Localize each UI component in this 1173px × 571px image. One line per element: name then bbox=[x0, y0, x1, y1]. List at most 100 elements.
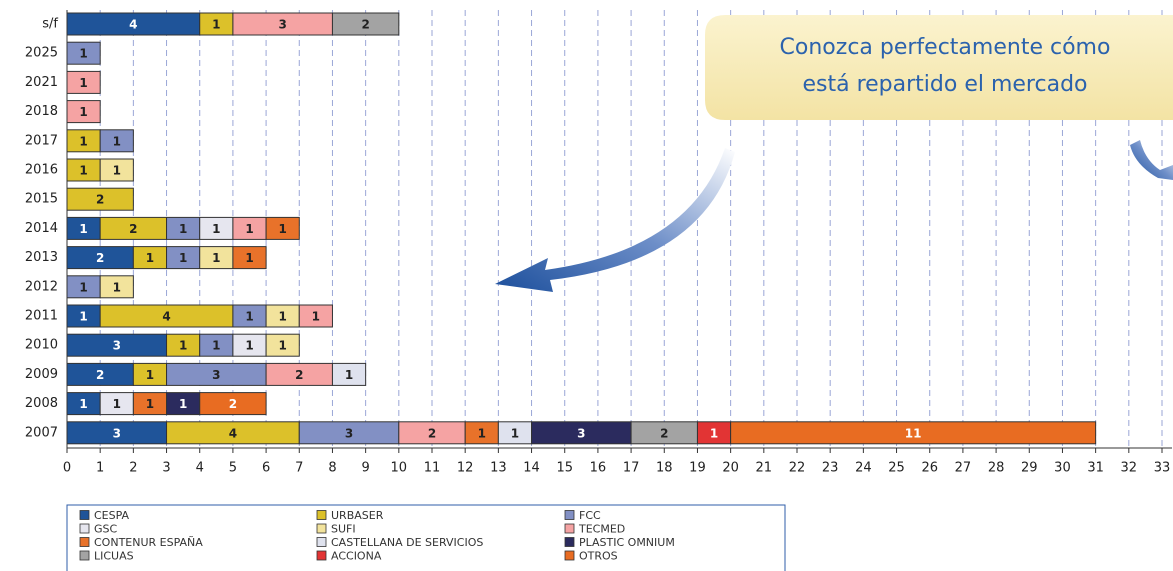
x-tick-label: 19 bbox=[689, 461, 706, 476]
x-tick-label: 7 bbox=[295, 461, 303, 476]
x-tick-label: 17 bbox=[623, 461, 640, 476]
legend-label: GSC bbox=[94, 523, 118, 536]
value-label: 4 bbox=[162, 310, 170, 324]
legend-swatch bbox=[80, 511, 89, 520]
legend-swatch bbox=[317, 551, 326, 560]
x-tick-label: 32 bbox=[1121, 461, 1138, 476]
legend-swatch bbox=[80, 524, 89, 533]
legend-swatch bbox=[80, 551, 89, 560]
x-tick-label: 5 bbox=[229, 461, 237, 476]
value-label: 1 bbox=[212, 18, 220, 32]
value-label: 1 bbox=[79, 164, 87, 178]
y-tick-label: 2021 bbox=[25, 75, 58, 90]
x-tick-label: 24 bbox=[855, 461, 872, 476]
value-label: 1 bbox=[79, 47, 87, 61]
y-tick-label: 2007 bbox=[25, 425, 58, 440]
value-label: 11 bbox=[905, 426, 922, 440]
x-tick-label: 18 bbox=[656, 461, 673, 476]
x-tick-label: 12 bbox=[457, 461, 474, 476]
chart: 0123456789101112131415161718192021222324… bbox=[0, 0, 1173, 571]
y-tick-label: 2015 bbox=[25, 192, 58, 207]
value-label: 1 bbox=[79, 222, 87, 236]
value-label: 2 bbox=[295, 368, 303, 382]
value-label: 1 bbox=[179, 339, 187, 353]
value-label: 1 bbox=[146, 397, 154, 411]
value-label: 2 bbox=[96, 251, 104, 265]
x-tick-label: 23 bbox=[822, 461, 839, 476]
annotation: Conozca perfectamente cómo bbox=[780, 35, 1111, 60]
legend-label: PLASTIC OMNIUM bbox=[579, 536, 675, 549]
value-label: 1 bbox=[312, 310, 320, 324]
x-tick-label: 8 bbox=[328, 461, 336, 476]
y-tick-label: 2016 bbox=[25, 163, 58, 178]
x-tick-label: 30 bbox=[1054, 461, 1071, 476]
value-label: 1 bbox=[212, 222, 220, 236]
y-tick-label: 2013 bbox=[25, 250, 58, 265]
value-label: 1 bbox=[79, 397, 87, 411]
x-tick-label: 25 bbox=[888, 461, 905, 476]
value-label: 2 bbox=[428, 426, 436, 440]
legend-label: TECMED bbox=[578, 523, 625, 536]
legend-label: OTROS bbox=[579, 550, 618, 563]
value-label: 2 bbox=[96, 368, 104, 382]
value-label: 1 bbox=[245, 251, 253, 265]
value-label: 3 bbox=[113, 426, 121, 440]
x-tick-label: 3 bbox=[162, 461, 170, 476]
value-label: 1 bbox=[212, 339, 220, 353]
x-tick-label: 27 bbox=[955, 461, 972, 476]
legend-label: URBASER bbox=[331, 509, 384, 522]
x-tick-label: 28 bbox=[988, 461, 1005, 476]
legend-label: FCC bbox=[579, 509, 601, 522]
legend-label: SUFI bbox=[331, 523, 356, 536]
value-label: 1 bbox=[113, 134, 121, 148]
callout-arrow-2 bbox=[1130, 140, 1173, 180]
y-tick-label: 2012 bbox=[25, 279, 58, 294]
value-label: 1 bbox=[113, 280, 121, 294]
value-label: 1 bbox=[245, 310, 253, 324]
x-tick-label: 10 bbox=[391, 461, 408, 476]
x-tick-label: 31 bbox=[1087, 461, 1104, 476]
x-tick-label: 20 bbox=[722, 461, 739, 476]
annotation: está repartido el mercado bbox=[802, 72, 1087, 97]
value-label: 1 bbox=[511, 426, 519, 440]
value-label: 3 bbox=[279, 18, 287, 32]
x-tick-label: 33 bbox=[1154, 461, 1171, 476]
value-label: 2 bbox=[129, 222, 137, 236]
legend-swatch bbox=[565, 524, 574, 533]
value-label: 1 bbox=[245, 222, 253, 236]
y-tick-label: 2008 bbox=[25, 396, 58, 411]
value-label: 1 bbox=[79, 280, 87, 294]
x-tick-label: 0 bbox=[63, 461, 71, 476]
value-label: 1 bbox=[710, 426, 718, 440]
x-tick-label: 21 bbox=[756, 461, 773, 476]
value-label: 3 bbox=[113, 339, 121, 353]
legend-swatch bbox=[317, 524, 326, 533]
callout-arrow bbox=[495, 148, 735, 292]
value-label: 3 bbox=[345, 426, 353, 440]
x-tick-label: 1 bbox=[96, 461, 104, 476]
x-tick-label: 26 bbox=[921, 461, 938, 476]
x-tick-label: 9 bbox=[361, 461, 369, 476]
value-label: 1 bbox=[146, 368, 154, 382]
value-label: 1 bbox=[345, 368, 353, 382]
legend-swatch bbox=[80, 538, 89, 547]
x-tick-label: 4 bbox=[196, 461, 204, 476]
y-tick-label: 2011 bbox=[25, 309, 58, 324]
x-tick-label: 6 bbox=[262, 461, 270, 476]
y-tick-label: 2017 bbox=[25, 133, 58, 148]
value-label: 1 bbox=[279, 339, 287, 353]
value-label: 1 bbox=[146, 251, 154, 265]
value-label: 2 bbox=[229, 397, 237, 411]
value-label: 1 bbox=[179, 397, 187, 411]
y-tick-label: 2018 bbox=[25, 104, 58, 119]
legend-swatch bbox=[565, 511, 574, 520]
legend-swatch bbox=[565, 538, 574, 547]
value-label: 2 bbox=[660, 426, 668, 440]
value-label: 3 bbox=[212, 368, 220, 382]
value-label: 1 bbox=[478, 426, 486, 440]
legend-swatch bbox=[317, 511, 326, 520]
x-tick-label: 2 bbox=[129, 461, 137, 476]
value-label: 2 bbox=[96, 193, 104, 207]
legend-label: CONTENUR ESPAÑA bbox=[94, 536, 203, 549]
value-label: 1 bbox=[212, 251, 220, 265]
